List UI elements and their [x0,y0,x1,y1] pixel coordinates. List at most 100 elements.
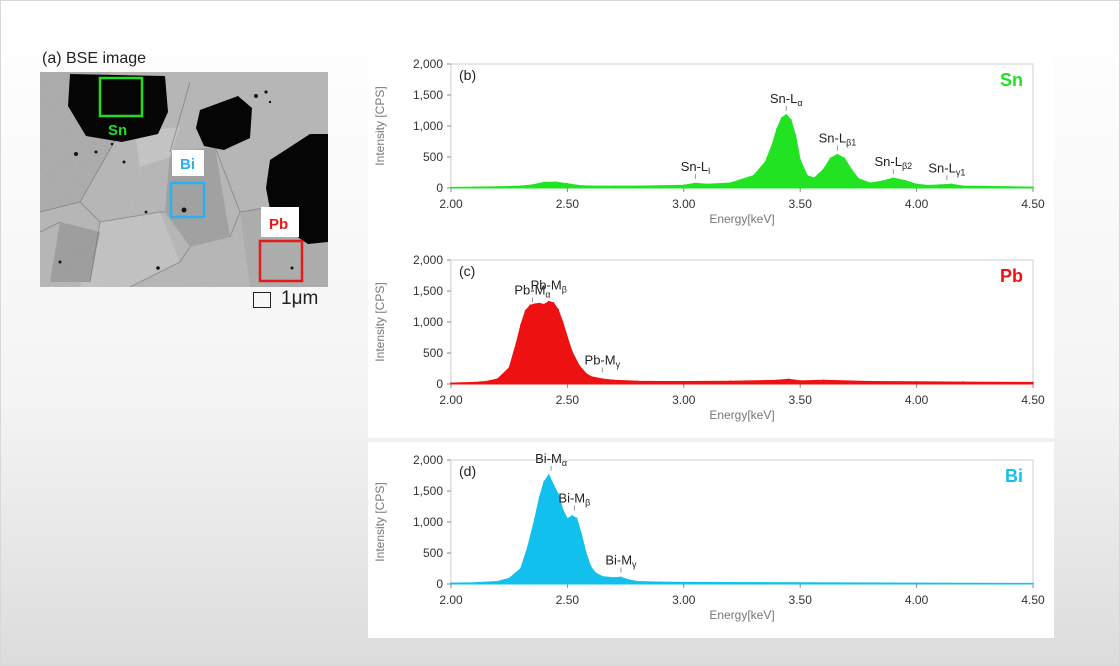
spectrum-point [527,546,529,548]
y-tick-label: 1,500 [413,484,443,498]
peak-label: Sn-Lα [770,91,803,108]
spectrum-point [636,380,638,382]
peak-label-subscript: γ1 [956,167,966,177]
x-tick-label: 4.50 [1021,393,1045,407]
peak-label-base: Pb-M [585,353,616,368]
spectrum-point [694,182,697,185]
sn-spectrum-panel: 0 500 1,000 1,500 2,000 2.00 2.50 3.00 3.50 4.00 4… [368,46,1054,242]
x-tick-label: 2.50 [556,197,580,211]
spectrum-point [485,380,487,383]
spectrum-point [520,324,522,326]
peak-label: Bi-Mγ [605,553,637,570]
spectrum-point [450,186,452,189]
spectrum-point [548,474,550,476]
spectrum-point [520,185,522,187]
x-tick-label: 3.50 [789,593,813,607]
spectrum-point [799,380,801,382]
x-tick-label: 2.00 [439,593,463,607]
pb-roi-label: Pb [269,216,288,233]
x-axis-label: Energy[keV] [709,608,774,622]
spectrum-point [578,184,580,187]
spectrum-point [566,336,569,339]
spectrum-point [822,168,825,171]
x-tick-label: 2.00 [439,393,463,407]
bi-roi-label: Bi [180,156,195,173]
spectrum-point [534,303,536,305]
spectrum-point [538,302,541,305]
spectrum-point [1032,381,1034,384]
spectrum-point [575,517,578,520]
x-tick-label: 2.00 [439,197,463,211]
y-tick-label: 1,500 [413,88,443,102]
y-tick-label: 500 [423,546,443,560]
spectrum-point [927,184,929,187]
bse-grain-boundaries [40,81,301,287]
spectrum-point [787,378,790,381]
spectrum-point [552,302,555,304]
spectrum-point [950,183,953,186]
spectrum-point [555,181,557,183]
x-tick-label: 3.50 [789,197,813,211]
spectrum-point [534,518,536,520]
spectrum-point [552,484,555,486]
spectrum-area [450,473,1034,585]
spectrum-point [620,576,622,578]
spectrum-point [613,185,615,187]
spectrum-point [520,567,522,570]
spectrum-point [585,552,587,554]
spectrum-point [836,153,839,156]
spectrum-point [843,157,846,159]
peak-label: Pb-Mβ [531,278,567,295]
spectrum-point [580,533,583,536]
sn-spectrum-chart: 0 500 1,000 1,500 2,000 2.00 2.50 3.00 3.50 4.00 4… [373,57,1045,226]
spectrum-point [729,182,732,184]
spectrum-point [962,185,964,187]
bi-spectrum-panel: 0 500 1,000 1,500 2,000 2.00 2.50 3.00 3.50 4.00 4… [368,442,1054,638]
spectrum-point [529,304,531,307]
spectrum-point [822,379,825,382]
spectrum-point [473,186,476,188]
x-tick-label: 4.50 [1021,593,1045,607]
spectrum-point [850,168,853,171]
y-tick-label: 2,000 [413,453,443,467]
pb-spectrum-chart: 0 500 1,000 1,500 2,000 2.00 2.50 3.00 3.50 4.00 4… [373,253,1045,422]
element-label: Pb [1000,266,1023,286]
peak-label-base: Sn-L [819,131,846,146]
spectrum-point [543,181,545,184]
peak-label: Sn-Ll [681,159,710,176]
spectrum-point [785,114,787,116]
spectrum-point [915,381,918,383]
y-axis-label: Intensity [CPS] [373,282,387,361]
spectrum-point [880,180,883,182]
spectrum-point [683,581,685,584]
peak-label: Sn-Lβ2 [874,154,912,171]
peak-label-subscript: α [545,290,550,300]
spectrum-point [496,186,499,188]
bi-roi-box [169,181,206,219]
spectrum-point [578,364,580,367]
spectrum-point [601,378,604,380]
spectrum-point [706,183,708,186]
spectrum-point [450,382,452,384]
bi-label-background [172,150,204,176]
peak-label-base: Bi-M [558,491,585,506]
spectrum-point [566,518,569,520]
y-tick-label: 1,000 [413,315,443,329]
x-tick-label: 3.00 [672,197,696,211]
x-tick-label: 2.50 [556,593,580,607]
spectrum-point [636,580,638,583]
peak-label-subscript: β1 [846,138,856,148]
y-tick-label: 1,000 [413,515,443,529]
spectrum-point [776,379,778,382]
panel-label: (d) [459,463,476,479]
peak-label-subscript: α [797,98,802,108]
peak-label-base: Bi-M [605,553,632,568]
spectrum-point [892,177,895,179]
y-tick-label: 0 [436,377,443,391]
x-tick-label: 4.00 [905,197,929,211]
spectrum-point [857,177,860,180]
spectrum-point [561,508,564,511]
element-label: Sn [1000,70,1023,90]
spectrum-point [1032,186,1034,188]
spectrum-point [869,182,871,184]
